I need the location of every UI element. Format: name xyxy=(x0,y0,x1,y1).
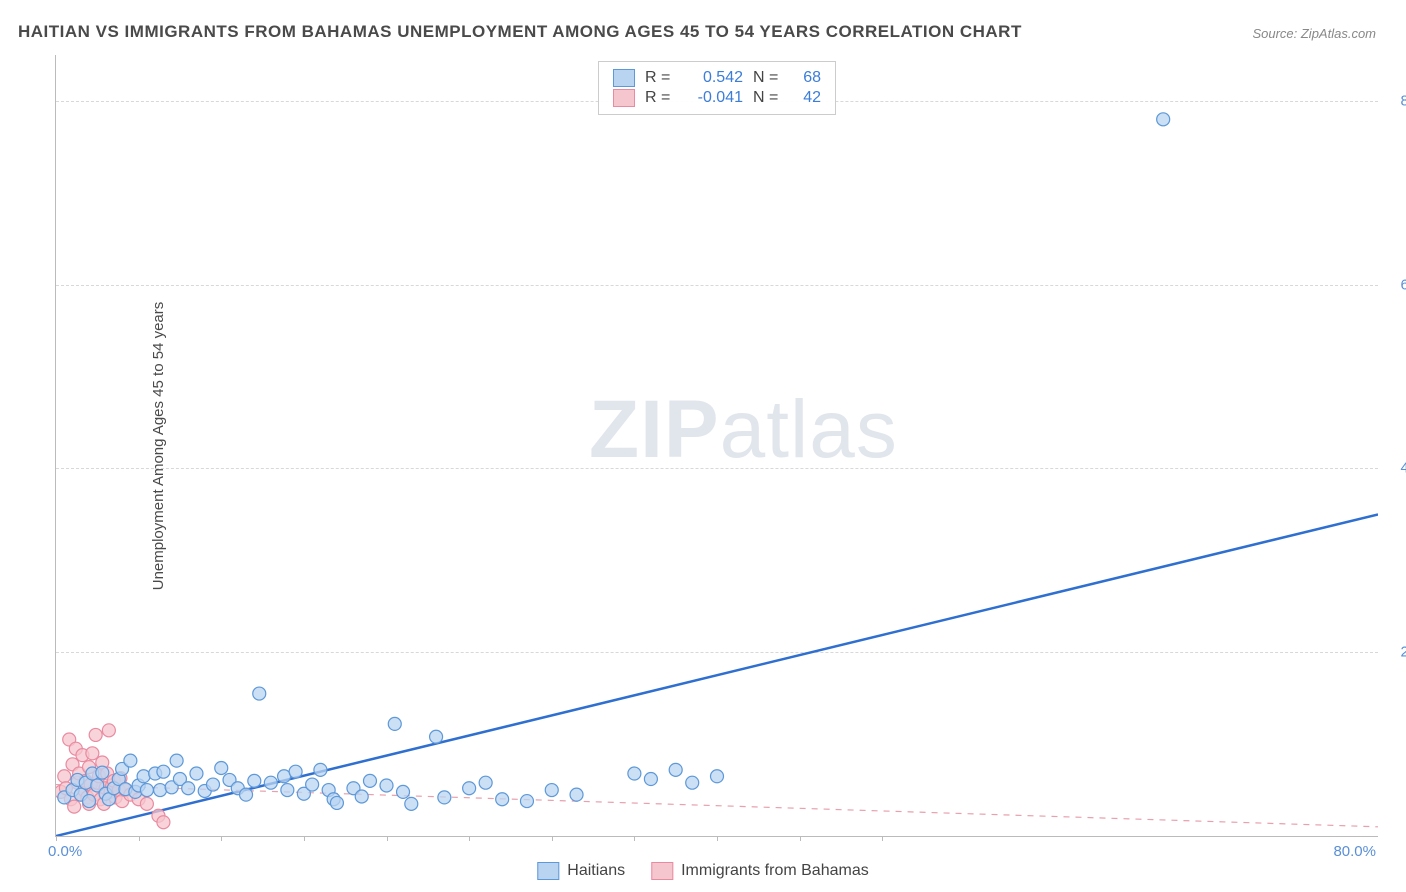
x-tick-mark xyxy=(56,836,57,841)
x-axis-min-label: 0.0% xyxy=(48,843,82,860)
y-tick-label: 40.0% xyxy=(1388,460,1406,477)
y-tick-label: 20.0% xyxy=(1388,644,1406,661)
stat-label-r: R = xyxy=(645,69,673,87)
legend-label: Immigrants from Bahamas xyxy=(681,862,869,880)
x-tick-mark xyxy=(634,836,635,841)
x-tick-mark xyxy=(221,836,222,841)
x-tick-mark xyxy=(717,836,718,841)
correlation-legend: R = 0.542 N = 68 R = -0.041 N = 42 xyxy=(598,61,836,115)
legend-item: Immigrants from Bahamas xyxy=(651,862,869,880)
chart-plot-area: ZIPatlas R =0.542N =68R =-0.041N =42 20.… xyxy=(55,55,1378,837)
stat-value-r: 0.542 xyxy=(683,69,743,87)
stat-label-r: R = xyxy=(645,89,673,107)
legend-label: Haitians xyxy=(567,862,625,880)
legend-swatch xyxy=(537,862,559,880)
stat-value-n: 68 xyxy=(791,69,821,87)
x-tick-mark xyxy=(469,836,470,841)
series-legend: Haitians Immigrants from Bahamas xyxy=(537,862,868,880)
scatter-plot-svg xyxy=(56,55,1378,836)
legend-stat-row: R = 0.542 N = 68 xyxy=(613,68,821,88)
legend-swatch xyxy=(651,862,673,880)
y-tick-label: 80.0% xyxy=(1388,92,1406,109)
stat-label-n: N = xyxy=(753,69,781,87)
stat-value-n: 42 xyxy=(791,89,821,107)
x-tick-mark xyxy=(387,836,388,841)
legend-swatch xyxy=(613,89,635,107)
chart-title: HAITIAN VS IMMIGRANTS FROM BAHAMAS UNEMP… xyxy=(18,22,1022,42)
legend-swatch xyxy=(613,69,635,87)
source-attribution: Source: ZipAtlas.com xyxy=(1252,26,1376,41)
x-tick-mark xyxy=(304,836,305,841)
y-tick-label: 60.0% xyxy=(1388,276,1406,293)
x-tick-mark xyxy=(882,836,883,841)
legend-item: Haitians xyxy=(537,862,625,880)
x-tick-mark xyxy=(139,836,140,841)
stat-value-r: -0.041 xyxy=(683,89,743,107)
x-tick-mark xyxy=(800,836,801,841)
stat-label-n: N = xyxy=(753,89,781,107)
x-tick-mark xyxy=(552,836,553,841)
legend-stat-row: R = -0.041 N = 42 xyxy=(613,88,821,108)
x-axis-max-label: 80.0% xyxy=(1333,843,1376,860)
